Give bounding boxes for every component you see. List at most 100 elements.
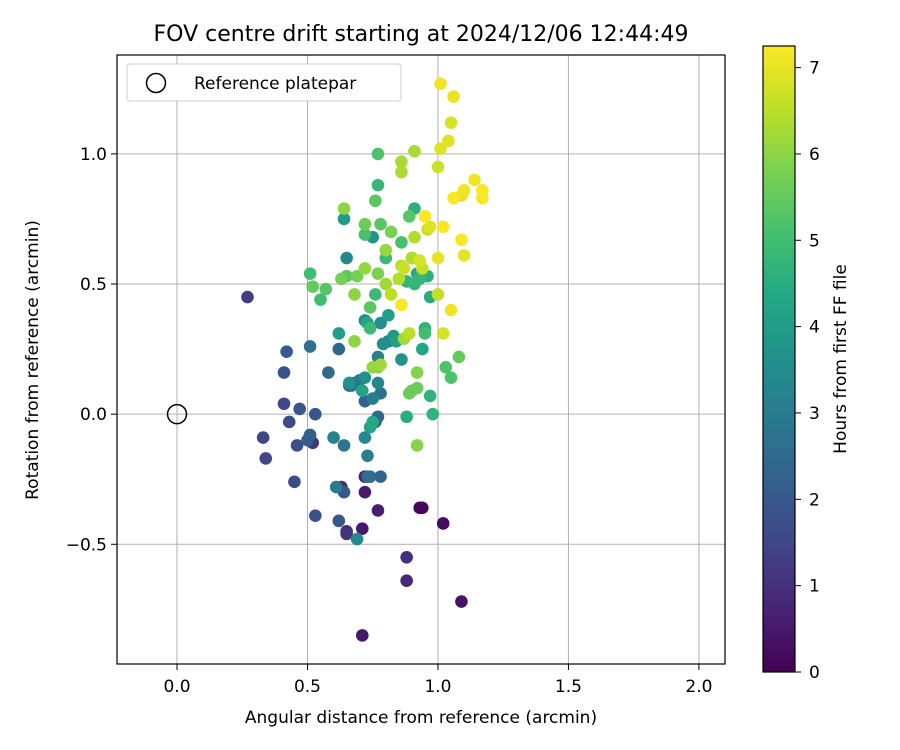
scatter-point [434,142,447,155]
scatter-point [374,358,387,372]
y-tick-label: −0.5 [66,535,107,555]
scatter-point [379,277,393,291]
scatter-point [358,371,372,385]
scatter-point [436,327,450,340]
scatter-point [395,236,408,249]
scatter-point [455,595,468,608]
scatter-point [329,480,343,494]
scatter-point [363,470,377,483]
scatter-point [369,288,382,301]
legend-label: Reference platepar [194,74,356,94]
scatter-point [314,293,327,306]
scatter-point [431,160,445,174]
colorbar-tick-label: 4 [809,318,820,338]
x-axis-ticks: 0.0 0.5 1.0 1.5 2.0 [163,664,712,697]
scatter-point [309,407,322,421]
scatter-point [361,449,374,463]
scatter-point [476,191,489,205]
scatter-point [395,155,408,169]
scatter-point [355,384,369,398]
x-tick-label: 1.0 [424,677,451,697]
scatter-point [327,431,340,444]
colorbar-tick-label: 7 [809,59,820,79]
y-tick-label: 0.5 [80,275,107,295]
scatter-point [282,415,296,429]
scatter-point [369,194,382,208]
scatter-point [340,527,353,541]
scatter-point [457,249,471,262]
scatter-point [256,431,270,444]
scatter-point [350,532,364,546]
scatter-point [358,217,372,231]
colorbar-tick-label: 6 [809,145,820,165]
scatter-point [259,452,273,465]
scatter-point [366,392,380,405]
chart-title: FOV centre drift starting at 2024/12/06 … [154,22,689,47]
y-tick-label: 1.0 [80,145,107,165]
scatter-point [400,550,413,564]
scatter-point [371,178,385,192]
scatter-point [371,147,385,161]
scatter-point [288,475,301,489]
scatter-point [277,397,291,411]
scatter-point [444,116,458,129]
grid-lines [117,55,725,664]
scatter-point [436,517,450,530]
scatter-point [447,90,460,103]
scatter-point [452,350,466,364]
scatter-point [402,210,416,223]
scatter-point [457,184,471,197]
scatter-point [337,439,351,452]
legend-marker-icon [145,72,167,94]
scatter-point [436,220,450,234]
scatter-point [423,220,437,234]
scatter-point [374,217,387,231]
colorbar-tick-label: 3 [809,404,820,424]
reference-marker [166,403,188,425]
x-tick-label: 0.0 [163,677,190,697]
scatter-point [423,389,437,403]
scatter-point [468,173,481,187]
scatter-point [290,439,304,452]
scatter-point [350,269,364,283]
scatter-point [303,267,317,280]
scatter-point [395,298,408,312]
scatter-point [444,303,458,317]
scatter-point [371,504,385,517]
x-tick-label: 0.5 [294,677,321,697]
scatter-point [418,327,432,340]
plot-frame [116,54,726,665]
scatter-point [455,233,468,247]
colorbar-label: Hours from first FF file [831,264,851,454]
y-axis-label: Rotation from reference (arcmin) [23,220,43,500]
scatter-point [322,366,335,379]
scatter-point [442,134,455,148]
scatter-point [444,371,458,385]
scatter-point [413,254,426,267]
scatter-point [363,301,377,314]
scatter-point [355,522,369,535]
scatter-point [332,514,346,528]
scatter-point [408,230,421,244]
scatter-point [382,308,395,322]
scatter-point [392,272,406,286]
scatter-point [416,342,429,356]
scatter-point [374,316,387,330]
scatter-point [431,251,445,265]
scatter-point [410,439,424,452]
scatter-point [379,243,393,257]
scatter-point [371,267,385,280]
scatter-point [408,144,421,158]
scatter-points [241,77,489,642]
x-axis-label: Angular distance from reference (arcmin) [245,708,597,728]
scatter-point [418,210,432,223]
scatter-point [319,282,333,296]
scatter-point [332,327,346,340]
scatter-point [293,402,306,416]
scatter-point [358,431,372,444]
scatter-point [303,340,317,353]
scatter-point [395,353,408,366]
colorbar-tick-label: 2 [809,490,820,510]
scatter-point [348,334,361,348]
